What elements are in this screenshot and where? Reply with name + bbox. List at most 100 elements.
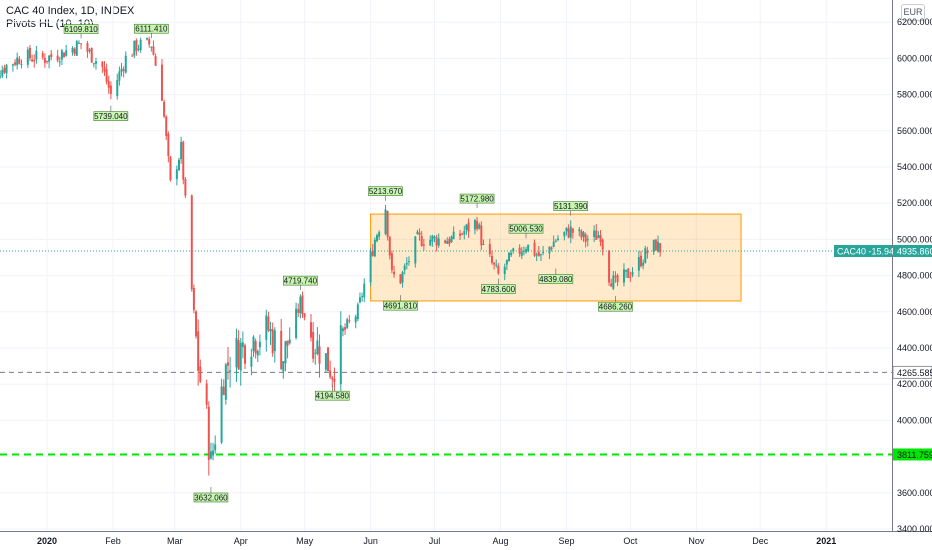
candle-body <box>312 331 315 359</box>
candle-body <box>241 342 244 348</box>
candle-body <box>344 327 347 330</box>
candle-body <box>146 38 149 40</box>
candle-body <box>646 250 649 254</box>
candle-body <box>271 329 274 354</box>
symbol-badge <box>834 245 892 258</box>
candle-body <box>520 252 523 256</box>
candle-body <box>416 231 419 235</box>
candle-body <box>616 275 619 283</box>
candle-body <box>118 71 121 81</box>
candle-body <box>0 76 2 78</box>
candle-body <box>640 255 642 267</box>
candle-body <box>139 39 142 51</box>
candle-body <box>258 341 261 348</box>
candle-body <box>190 195 193 290</box>
candle-body <box>358 297 361 303</box>
pivot-label: 5172.980 <box>460 194 494 203</box>
candle-body <box>43 57 46 64</box>
candle-body <box>527 244 530 251</box>
time-tick-label: Aug <box>492 536 508 546</box>
candle-body <box>273 330 276 351</box>
candle-body <box>535 254 538 256</box>
time-tick-label: Dec <box>752 536 769 546</box>
candle-body <box>107 80 110 88</box>
candle-body <box>467 222 470 232</box>
candle-body <box>348 320 351 322</box>
candle-body <box>578 229 581 232</box>
candle-body <box>63 52 66 58</box>
candle-body <box>5 64 8 74</box>
candle-body <box>495 264 498 266</box>
candle-body <box>299 296 302 314</box>
candle-body <box>405 263 408 265</box>
candle-body <box>46 60 48 62</box>
candle-body <box>654 239 657 251</box>
pivot-label-box <box>193 492 229 503</box>
candle-body <box>593 230 596 238</box>
candle-body <box>376 235 378 242</box>
currency-button[interactable]: EUR <box>901 4 925 21</box>
candle-body <box>637 256 640 271</box>
candle-body <box>195 311 198 337</box>
candle-body <box>137 48 140 50</box>
candle-body <box>610 283 613 287</box>
candle-body <box>465 224 468 231</box>
candle-body <box>418 232 421 235</box>
candle-body <box>310 322 312 338</box>
pivot-label-box <box>538 274 574 284</box>
last-price-badge <box>893 245 932 258</box>
range-rectangle <box>370 213 742 302</box>
candle-body <box>122 69 125 71</box>
pivot-label: 4719.740 <box>284 276 318 285</box>
candle-body <box>378 232 381 237</box>
candle-body <box>354 316 357 323</box>
price-tick-label: 5400.000 <box>897 162 932 172</box>
candle-body <box>518 247 521 254</box>
candle-body <box>480 225 483 246</box>
candle-body <box>105 69 108 82</box>
candle-body <box>444 240 447 243</box>
candle-body <box>599 235 602 243</box>
candle-body <box>490 255 493 263</box>
pivot-label-box <box>508 223 544 234</box>
candle-body <box>327 347 330 372</box>
candle-body <box>86 43 89 52</box>
candle-body <box>80 43 83 45</box>
candle-body <box>280 330 283 369</box>
time-tick-label: Nov <box>688 536 705 546</box>
candle-body <box>393 271 396 275</box>
candle-body <box>533 242 536 256</box>
candle-body <box>3 67 6 73</box>
pivot-label-box <box>459 193 495 204</box>
candle-body <box>567 228 570 238</box>
candle-body <box>614 275 617 277</box>
candle-body <box>369 252 372 283</box>
candle-body <box>160 64 163 101</box>
candle-body <box>452 231 455 239</box>
candle-body <box>510 252 513 256</box>
candle-body <box>237 340 240 369</box>
candle-body <box>584 234 587 242</box>
candle-body <box>386 211 389 237</box>
candle-body <box>435 237 438 246</box>
price-tick-label: 5600.000 <box>897 126 932 136</box>
candle-body <box>407 260 410 262</box>
candle-body <box>563 231 566 237</box>
candle-body <box>90 47 93 63</box>
candle-body <box>448 238 451 244</box>
candle-body <box>124 55 127 73</box>
price-line-badge <box>893 448 932 461</box>
candle-body <box>420 236 423 246</box>
candle-body <box>548 246 551 254</box>
candle-body <box>331 377 334 380</box>
pivot-label: 3632.060 <box>194 493 228 502</box>
candle-body <box>92 63 95 65</box>
chart-title: CAC 40 Index, 1D, INDEX <box>6 5 135 17</box>
candle-body <box>182 141 185 180</box>
time-tick-label: Sep <box>558 536 574 546</box>
candle-body <box>31 59 34 62</box>
candle-body <box>116 80 119 96</box>
candle-body <box>429 239 432 246</box>
pivot-label-box <box>598 301 633 312</box>
